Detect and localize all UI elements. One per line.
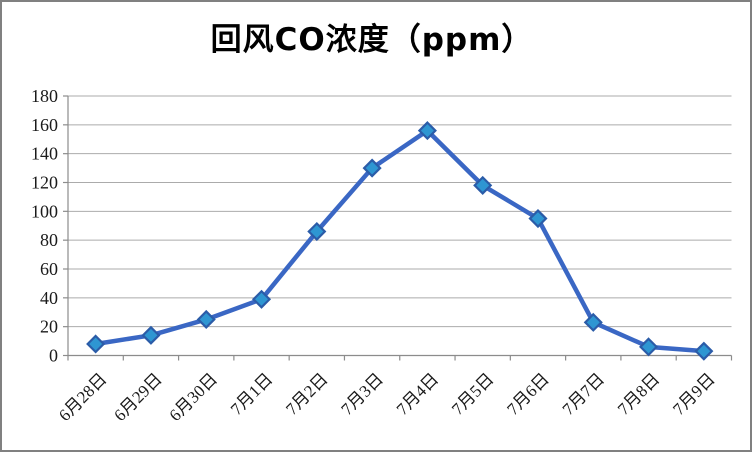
x-axis-label: 7月1日: [227, 369, 276, 418]
y-axis-label: 160: [31, 115, 58, 135]
x-axis-label: 7月9日: [669, 369, 718, 418]
data-point-marker: [473, 175, 493, 195]
data-point-marker: [528, 208, 548, 229]
data-point-marker: [694, 341, 714, 361]
chart-title: 回风CO浓度（ppm）: [210, 22, 534, 58]
y-axis-label: 180: [31, 86, 58, 106]
data-point-marker: [141, 325, 161, 345]
data-point-marker: [417, 121, 437, 141]
y-axis-label: 40: [40, 288, 58, 308]
y-axis-label: 60: [40, 259, 58, 279]
data-point-marker: [583, 312, 603, 332]
x-axis-label: 7月4日: [393, 369, 442, 418]
x-axis-label: 6月28日: [55, 369, 111, 425]
x-axis-label: 7月8日: [614, 369, 663, 418]
x-axis-label: 7月7日: [559, 369, 608, 418]
x-axis-label: 7月5日: [448, 369, 497, 418]
data-point-marker: [251, 289, 272, 309]
y-axis-label: 20: [40, 317, 58, 337]
data-point-marker: [639, 337, 659, 357]
data-point-marker: [362, 158, 382, 178]
y-axis-label: 0: [49, 346, 58, 366]
x-axis-label: 7月3日: [337, 369, 386, 418]
x-axis-label: 6月29日: [110, 369, 166, 425]
data-point-marker: [196, 309, 216, 330]
y-axis-label: 140: [31, 144, 58, 164]
x-axis-label: 7月2日: [282, 369, 331, 418]
y-axis-label: 80: [40, 230, 58, 250]
data-point-marker: [307, 221, 327, 242]
data-line: [93, 128, 707, 354]
x-axis-label: 6月30日: [166, 369, 222, 425]
y-axis-label: 100: [31, 201, 58, 221]
x-axis-label: 7月6日: [503, 369, 552, 418]
data-point-marker: [86, 334, 106, 354]
y-axis-label: 120: [31, 173, 58, 193]
